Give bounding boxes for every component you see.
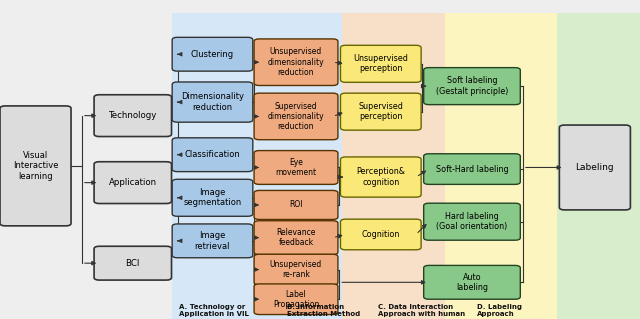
Text: Supervised
dimensionality
reduction: Supervised dimensionality reduction (268, 101, 324, 131)
Text: ROI: ROI (289, 200, 303, 210)
Text: Auto
labeling: Auto labeling (456, 273, 488, 292)
FancyBboxPatch shape (254, 93, 338, 140)
Bar (172, 13, 342, 319)
FancyBboxPatch shape (254, 254, 338, 285)
Text: Image
retrieval: Image retrieval (195, 231, 230, 250)
Text: BCI: BCI (125, 259, 140, 268)
Text: Label
Propagation: Label Propagation (273, 290, 319, 309)
FancyBboxPatch shape (340, 219, 421, 250)
Text: Unsupervised
dimensionality
reduction: Unsupervised dimensionality reduction (268, 47, 324, 77)
Text: A. Technology or
Application in VIL: A. Technology or Application in VIL (179, 304, 249, 317)
Bar (445, 13, 557, 319)
FancyBboxPatch shape (172, 138, 253, 172)
FancyBboxPatch shape (0, 106, 71, 226)
Text: B. Information
Extraction Method: B. Information Extraction Method (287, 304, 360, 317)
FancyBboxPatch shape (172, 37, 253, 71)
Text: Eye
movement: Eye movement (275, 158, 317, 177)
Text: D. Labeling
Approach: D. Labeling Approach (477, 304, 522, 317)
FancyBboxPatch shape (172, 179, 253, 216)
Text: Classification: Classification (184, 150, 241, 159)
Text: Cognition: Cognition (362, 230, 400, 239)
FancyBboxPatch shape (424, 203, 520, 240)
FancyBboxPatch shape (254, 151, 338, 184)
FancyBboxPatch shape (254, 221, 338, 255)
FancyBboxPatch shape (424, 154, 520, 184)
FancyBboxPatch shape (254, 284, 338, 315)
Text: Unsupervised
perception: Unsupervised perception (353, 54, 408, 73)
Bar (342, 13, 445, 319)
FancyBboxPatch shape (94, 246, 172, 280)
Text: Soft-Hard labeling: Soft-Hard labeling (436, 165, 508, 174)
Bar (557, 13, 640, 319)
Text: Soft labeling
(Gestalt principle): Soft labeling (Gestalt principle) (436, 77, 508, 96)
Text: Technology: Technology (109, 111, 157, 120)
Text: Clustering: Clustering (191, 50, 234, 59)
Text: Visual
Interactive
learning: Visual Interactive learning (13, 151, 58, 181)
FancyBboxPatch shape (254, 39, 338, 85)
FancyBboxPatch shape (340, 45, 421, 82)
FancyBboxPatch shape (94, 162, 172, 204)
FancyBboxPatch shape (559, 125, 630, 210)
Text: Image
segmentation: Image segmentation (183, 188, 242, 207)
Text: Supervised
perception: Supervised perception (358, 102, 403, 121)
Text: Labeling: Labeling (575, 163, 614, 172)
Text: Relevance
feedback: Relevance feedback (276, 228, 316, 247)
FancyBboxPatch shape (340, 93, 421, 130)
FancyBboxPatch shape (94, 95, 172, 137)
Text: Hard labeling
(Goal orientation): Hard labeling (Goal orientation) (436, 212, 508, 231)
FancyBboxPatch shape (172, 224, 253, 258)
FancyBboxPatch shape (254, 190, 338, 219)
FancyBboxPatch shape (172, 82, 253, 122)
Text: Unsupervised
re-rank: Unsupervised re-rank (270, 260, 322, 279)
Text: Dimensionality
reduction: Dimensionality reduction (181, 93, 244, 112)
Text: Application: Application (109, 178, 157, 187)
FancyBboxPatch shape (424, 68, 520, 105)
FancyBboxPatch shape (340, 157, 421, 197)
Text: Perception&
cognition: Perception& cognition (356, 167, 405, 187)
FancyBboxPatch shape (424, 265, 520, 299)
Text: C. Data Interaction
Approach with human: C. Data Interaction Approach with human (378, 304, 465, 317)
